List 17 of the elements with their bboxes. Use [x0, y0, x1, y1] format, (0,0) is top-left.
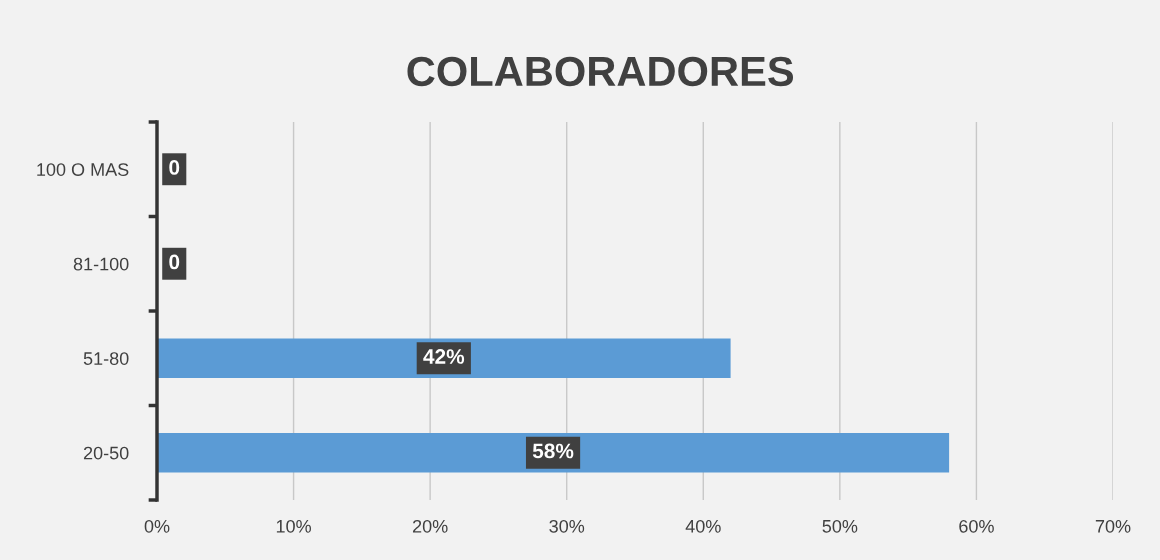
x-tick-label: 50% [822, 519, 858, 533]
data-label: 42% [423, 349, 465, 364]
data-label: 58% [532, 443, 574, 459]
y-tick-label: 51-80 [83, 352, 129, 365]
chart-title: COLABORADORES [407, 56, 794, 87]
y-tick-label: 81-100 [73, 257, 129, 271]
data-label: 0 [169, 254, 180, 270]
x-tick-label: 10% [276, 519, 311, 533]
data-label: 0 [169, 160, 180, 175]
x-tick-label: 0% [144, 519, 170, 533]
x-tick-label: 30% [549, 519, 585, 533]
x-tick-label: 40% [685, 519, 721, 533]
x-tick-label: 70% [1095, 519, 1131, 533]
y-tick-label: 20-50 [83, 446, 129, 460]
x-tick-label: 20% [412, 519, 448, 533]
x-tick-label: 60% [959, 519, 994, 533]
y-tick-label: 100 O MAS [37, 163, 129, 176]
